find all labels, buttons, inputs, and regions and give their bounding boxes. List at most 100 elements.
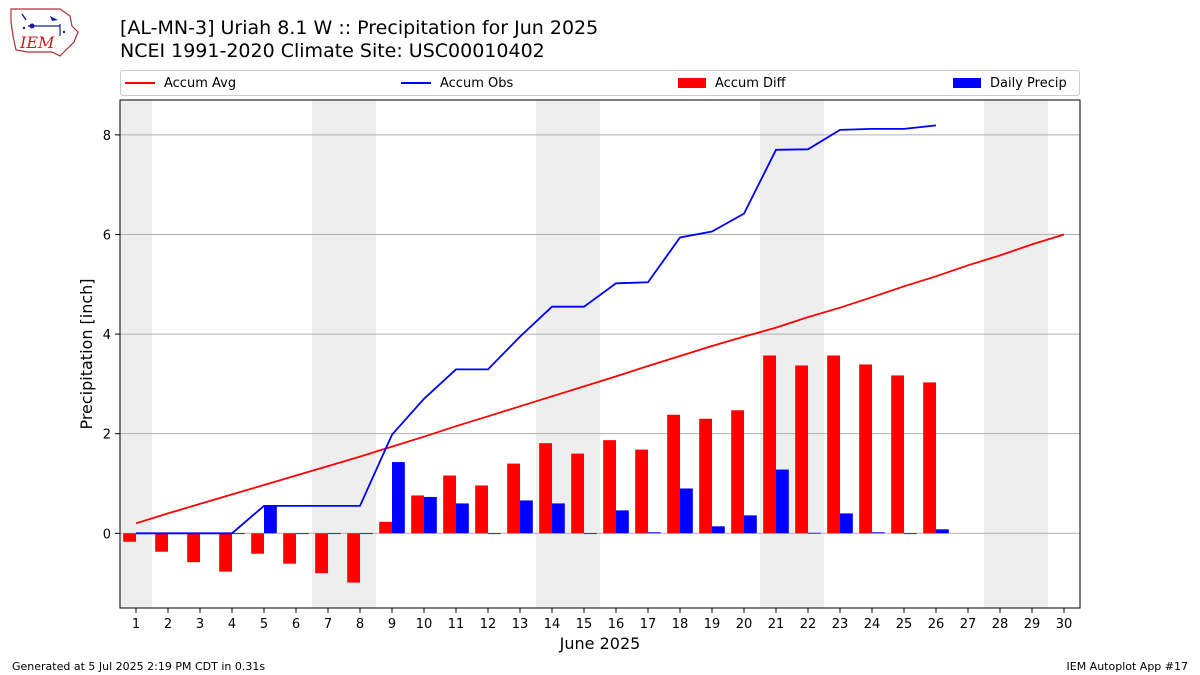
lines [135, 124, 1065, 535]
legend-item-accum-avg: Accum Avg [125, 71, 236, 95]
daily-precip-bar-day-21 [776, 469, 789, 534]
x-tick-label-25: 25 [896, 617, 913, 632]
legend-label-daily-precip: Daily Precip [990, 75, 1067, 91]
legend-item-accum-obs: Accum Obs [401, 71, 513, 95]
legend-label-accum-obs: Accum Obs [440, 75, 514, 91]
x-tick-label-21: 21 [768, 617, 785, 632]
accum-diff-bar-day-20 [731, 410, 744, 534]
daily-precip-bar-day-11 [456, 503, 469, 534]
weekend-shade-day-8 [344, 100, 376, 608]
x-tick-label-11: 11 [448, 617, 465, 632]
x-tick-label-1: 1 [132, 617, 140, 632]
accum-diff-bar-day-1 [123, 533, 136, 542]
x-tick-label-12: 12 [480, 617, 497, 632]
legend: Accum Avg Accum Obs Accum Diff Daily Pre… [120, 70, 1080, 96]
weekend-shade-day-1 [120, 100, 152, 608]
plot-frame [119, 99, 1081, 609]
x-tick-label-17: 17 [640, 617, 657, 632]
x-tick-label-10: 10 [416, 617, 433, 632]
x-tick-label-24: 24 [864, 617, 881, 632]
accum-diff-bar-day-10 [411, 495, 424, 534]
footer-app-text: IEM Autoplot App #17 [1066, 660, 1189, 673]
daily-precip-bar-day-26 [936, 529, 949, 534]
accum-avg-line [135, 233, 1065, 525]
y-tick-label-0: 0 [103, 527, 111, 542]
chart-title: [AL-MN-3] Uriah 8.1 W :: Precipitation f… [120, 17, 599, 39]
daily-precip-bar-day-9 [392, 462, 405, 534]
legend-item-accum-diff: Accum Diff [678, 71, 786, 95]
accum-diff-bar-day-5 [251, 533, 264, 554]
daily-precip-bar-day-7 [328, 533, 341, 535]
accum-diff-bar-day-8 [347, 533, 360, 583]
y-tick-label-4: 4 [103, 328, 111, 343]
accum-diff-bar-day-7 [315, 533, 328, 574]
accum-diff-bar-day-14 [539, 443, 552, 534]
daily-precip-bar-day-16 [616, 510, 629, 534]
accum-diff-bar-day-12 [475, 485, 488, 534]
x-tick-label-9: 9 [388, 617, 396, 632]
x-tick-label-29: 29 [1024, 617, 1041, 632]
accum-diff-bar-day-19 [699, 418, 712, 534]
footer-generated-text: Generated at 5 Jul 2025 2:19 PM CDT in 0… [12, 660, 266, 673]
x-axis-label: June 2025 [559, 634, 641, 653]
accum-diff-bar-day-9 [379, 521, 392, 534]
daily-precip-bar-day-19 [712, 526, 725, 534]
legend-label-accum-diff: Accum Diff [715, 75, 786, 91]
accum-obs-line [136, 124, 937, 535]
accum-diff-bar-day-3 [187, 533, 200, 563]
accum-diff-bar-day-6 [283, 533, 296, 564]
daily-precip-bar-day-10 [424, 496, 437, 534]
weekend-shade-day-29 [1016, 100, 1048, 608]
x-tick-label-18: 18 [672, 617, 689, 632]
accum-diff-bar-day-22 [795, 365, 808, 534]
y-tick-label-2: 2 [103, 428, 111, 443]
y-axis-label: Precipitation [inch] [77, 278, 96, 429]
daily-precip-bar-day-5 [264, 505, 277, 534]
x-tick-label-2: 2 [164, 617, 172, 632]
x-tick-label-20: 20 [736, 617, 753, 632]
y-tick-label-6: 6 [103, 228, 111, 243]
daily-precip-bar-day-6 [296, 533, 309, 535]
accum-diff-bar-day-26 [923, 382, 936, 534]
x-tick-label-3: 3 [196, 617, 204, 632]
accum-diff-bar-day-15 [571, 453, 584, 534]
daily-precip-bar-day-4 [232, 533, 245, 535]
legend-swatch-accum-diff [678, 78, 706, 88]
daily-precip-bar-day-14 [552, 503, 565, 534]
legend-label-accum-avg: Accum Avg [164, 75, 237, 91]
accum-diff-bar-day-11 [443, 475, 456, 534]
daily-precip-bar-day-8 [360, 533, 373, 535]
legend-item-daily-precip: Daily Precip [953, 71, 1067, 95]
x-tick-label-8: 8 [356, 617, 364, 632]
iem-logo: IEM [8, 6, 80, 58]
accum-diff-bar-day-23 [827, 355, 840, 534]
accum-diff-bar-day-17 [635, 449, 648, 534]
x-tick-label-26: 26 [928, 617, 945, 632]
accum-diff-bar-day-25 [891, 375, 904, 534]
accum-diff-bar-day-16 [603, 440, 616, 534]
daily-precip-bar-day-15 [584, 533, 597, 535]
x-tick-label-7: 7 [324, 617, 332, 632]
accum-diff-bar-day-4 [219, 533, 232, 572]
daily-precip-bar-day-18 [680, 488, 693, 534]
daily-precip-bar-day-22 [808, 532, 821, 534]
x-tick-label-6: 6 [292, 617, 300, 632]
logo-text: IEM [19, 33, 55, 52]
chart-subtitle: NCEI 1991-2020 Climate Site: USC00010402 [120, 40, 545, 62]
x-tick-label-27: 27 [960, 617, 977, 632]
legend-swatch-accum-obs [401, 82, 431, 84]
daily-precip-bar-day-12 [488, 533, 501, 535]
daily-precip-bar-day-13 [520, 500, 533, 534]
x-tick-label-19: 19 [704, 617, 721, 632]
bars [123, 355, 949, 583]
accum-diff-bar-day-24 [859, 364, 872, 534]
x-tick-label-4: 4 [228, 617, 236, 632]
x-tick-label-30: 30 [1056, 617, 1073, 632]
x-tick-label-13: 13 [512, 617, 529, 632]
daily-precip-bar-day-20 [744, 515, 757, 534]
x-tick-label-14: 14 [544, 617, 561, 632]
x-tick-label-15: 15 [576, 617, 593, 632]
legend-swatch-daily-precip [953, 78, 981, 88]
y-tick-label-8: 8 [103, 129, 111, 144]
